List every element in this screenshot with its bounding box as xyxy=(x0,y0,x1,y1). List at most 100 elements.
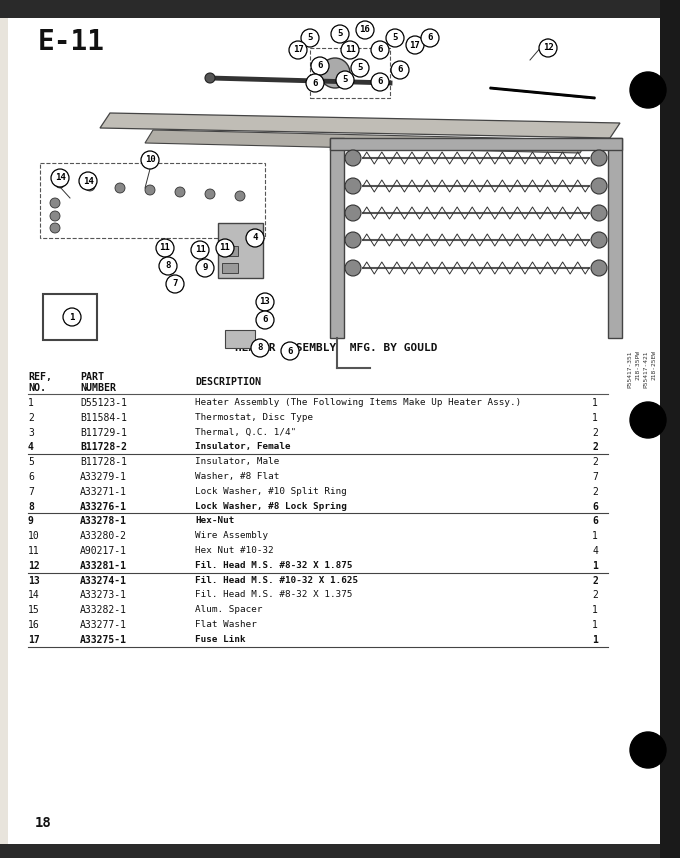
Text: 14: 14 xyxy=(28,590,39,601)
Text: 6: 6 xyxy=(28,472,34,482)
Text: 15: 15 xyxy=(28,605,39,615)
Bar xyxy=(218,223,263,278)
Circle shape xyxy=(371,73,389,91)
Circle shape xyxy=(336,71,354,89)
Text: 3: 3 xyxy=(28,427,34,438)
Text: 13: 13 xyxy=(28,576,39,586)
Text: HEATER ASSEMBLY  MFG. BY GOULD: HEATER ASSEMBLY MFG. BY GOULD xyxy=(235,343,437,353)
Text: 5: 5 xyxy=(28,457,34,468)
Text: Thermostat, Disc Type: Thermostat, Disc Type xyxy=(195,413,313,422)
Text: A33276-1: A33276-1 xyxy=(80,502,127,511)
Text: 14: 14 xyxy=(54,173,65,183)
Circle shape xyxy=(591,232,607,248)
Text: 8: 8 xyxy=(165,262,171,270)
Text: Insulator, Female: Insulator, Female xyxy=(195,443,290,451)
Text: 1: 1 xyxy=(592,561,598,571)
Text: 6: 6 xyxy=(288,347,292,355)
Text: 2: 2 xyxy=(592,427,598,438)
Text: 1: 1 xyxy=(65,310,75,324)
Text: 6: 6 xyxy=(262,316,268,324)
Text: A33278-1: A33278-1 xyxy=(80,517,127,527)
Text: 10: 10 xyxy=(28,531,39,541)
Text: 7: 7 xyxy=(592,472,598,482)
Text: 1: 1 xyxy=(592,620,598,630)
Polygon shape xyxy=(100,113,620,138)
Circle shape xyxy=(281,342,299,360)
Text: Fil. Head M.S. #8-32 X 1.875: Fil. Head M.S. #8-32 X 1.875 xyxy=(195,561,352,570)
Text: B11728-2: B11728-2 xyxy=(80,443,127,452)
Circle shape xyxy=(406,36,424,54)
Text: Wire Assembly: Wire Assembly xyxy=(195,531,268,541)
Circle shape xyxy=(386,29,404,47)
Text: 6: 6 xyxy=(312,78,318,88)
Circle shape xyxy=(630,732,666,768)
Bar xyxy=(222,246,238,256)
Circle shape xyxy=(591,260,607,276)
Text: 11: 11 xyxy=(194,245,205,255)
Circle shape xyxy=(55,178,65,188)
Circle shape xyxy=(246,229,264,247)
Text: 2: 2 xyxy=(592,457,598,468)
Text: Heater Assembly (The Following Items Make Up Heater Assy.): Heater Assembly (The Following Items Mak… xyxy=(195,398,522,407)
Circle shape xyxy=(421,29,439,47)
Text: 1: 1 xyxy=(69,312,75,322)
Text: PART: PART xyxy=(80,372,104,382)
FancyArrow shape xyxy=(490,88,595,99)
Circle shape xyxy=(256,293,274,311)
Text: A33282-1: A33282-1 xyxy=(80,605,127,615)
Text: Flat Washer: Flat Washer xyxy=(195,620,257,629)
Text: 11: 11 xyxy=(28,546,39,556)
Text: 5: 5 xyxy=(392,33,398,43)
Circle shape xyxy=(256,311,274,329)
Text: 17: 17 xyxy=(292,45,303,55)
Text: B11728-1: B11728-1 xyxy=(80,457,127,468)
Text: 11: 11 xyxy=(220,244,231,252)
Text: 6: 6 xyxy=(377,45,383,55)
Circle shape xyxy=(196,259,214,277)
Bar xyxy=(330,138,344,338)
Circle shape xyxy=(630,402,666,438)
Text: 2: 2 xyxy=(592,576,598,586)
Text: 17: 17 xyxy=(409,40,420,50)
Text: Lock Washer, #8 Lock Spring: Lock Washer, #8 Lock Spring xyxy=(195,502,347,511)
Text: B11584-1: B11584-1 xyxy=(80,413,127,423)
Text: 5: 5 xyxy=(307,33,313,43)
Circle shape xyxy=(351,59,369,77)
Circle shape xyxy=(341,41,359,59)
Text: 6: 6 xyxy=(397,65,403,75)
Text: 5: 5 xyxy=(357,63,362,72)
Text: NUMBER: NUMBER xyxy=(80,383,116,393)
Text: Fil. Head M.S. #8-32 X 1.375: Fil. Head M.S. #8-32 X 1.375 xyxy=(195,590,352,600)
Circle shape xyxy=(539,39,557,57)
Circle shape xyxy=(591,205,607,221)
Circle shape xyxy=(63,308,81,326)
FancyBboxPatch shape xyxy=(43,294,97,340)
Text: 11: 11 xyxy=(160,244,171,252)
Text: 4: 4 xyxy=(252,233,258,243)
Text: 12: 12 xyxy=(28,561,39,571)
Bar xyxy=(330,138,622,150)
Circle shape xyxy=(356,21,374,39)
Bar xyxy=(0,844,680,858)
Circle shape xyxy=(345,150,361,166)
Text: 218-25EW: 218-25EW xyxy=(651,350,656,380)
Bar xyxy=(660,0,680,858)
Circle shape xyxy=(50,223,60,233)
Text: Fil. Head M.S. #10-32 X 1.625: Fil. Head M.S. #10-32 X 1.625 xyxy=(195,576,358,584)
Circle shape xyxy=(306,74,324,92)
Circle shape xyxy=(175,187,185,197)
Text: Alum. Spacer: Alum. Spacer xyxy=(195,605,262,614)
Text: 6: 6 xyxy=(377,77,383,87)
Bar xyxy=(608,138,622,338)
Text: REF,: REF, xyxy=(28,372,52,382)
Text: A33271-1: A33271-1 xyxy=(80,486,127,497)
Circle shape xyxy=(320,58,350,88)
Circle shape xyxy=(156,239,174,257)
Circle shape xyxy=(50,198,60,208)
Text: 6: 6 xyxy=(592,502,598,511)
Circle shape xyxy=(235,191,245,201)
Text: 14: 14 xyxy=(83,177,93,185)
Text: 1: 1 xyxy=(592,413,598,423)
Text: 10: 10 xyxy=(145,155,155,165)
Text: 6: 6 xyxy=(592,517,598,527)
